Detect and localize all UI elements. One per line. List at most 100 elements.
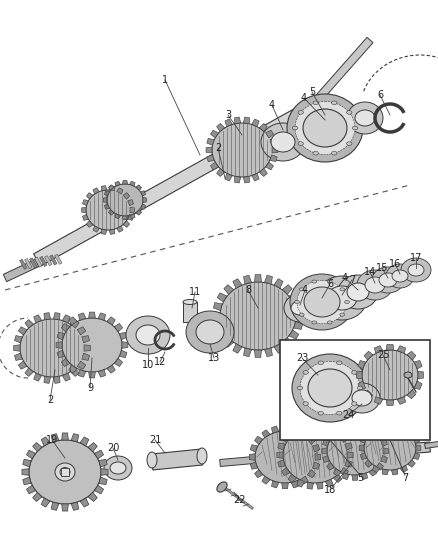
Ellipse shape [340,288,345,291]
Polygon shape [89,372,95,378]
Polygon shape [33,492,42,502]
Polygon shape [315,454,321,461]
Text: 17: 17 [410,253,422,263]
Polygon shape [265,162,273,170]
Polygon shape [327,432,334,439]
Ellipse shape [308,369,352,407]
Polygon shape [62,373,70,381]
Polygon shape [217,293,227,302]
Polygon shape [386,344,394,350]
Ellipse shape [336,361,342,365]
Bar [20,259,27,269]
Polygon shape [400,465,408,473]
Ellipse shape [355,110,375,126]
Ellipse shape [318,411,323,415]
Polygon shape [224,285,233,294]
Polygon shape [224,337,233,348]
Ellipse shape [271,132,295,152]
Ellipse shape [292,354,368,422]
Ellipse shape [60,467,70,477]
Polygon shape [381,440,387,447]
Polygon shape [272,147,278,153]
Polygon shape [220,456,265,466]
Polygon shape [323,440,329,447]
Polygon shape [334,427,342,436]
Polygon shape [99,459,107,467]
Polygon shape [265,348,272,357]
Ellipse shape [345,301,350,304]
Polygon shape [89,312,95,318]
Polygon shape [374,346,383,353]
Polygon shape [141,191,145,196]
Polygon shape [297,423,304,431]
Polygon shape [278,460,285,467]
Polygon shape [392,421,398,427]
Bar [39,256,47,266]
Polygon shape [109,185,115,191]
Polygon shape [109,229,115,235]
Polygon shape [345,443,352,450]
Polygon shape [86,192,93,199]
Ellipse shape [347,283,369,301]
Ellipse shape [352,390,372,406]
Polygon shape [211,130,219,138]
Polygon shape [254,436,263,445]
Polygon shape [80,437,89,446]
Ellipse shape [365,277,385,293]
Polygon shape [33,442,42,451]
Ellipse shape [327,427,383,475]
Polygon shape [213,303,222,311]
Polygon shape [95,450,104,459]
Text: 18: 18 [324,485,336,495]
Text: 7: 7 [402,473,408,483]
Polygon shape [291,426,299,433]
Polygon shape [296,312,304,319]
Polygon shape [288,474,297,482]
Polygon shape [361,473,367,480]
Polygon shape [107,365,115,373]
Polygon shape [272,481,279,488]
Text: 4: 4 [342,273,348,283]
Polygon shape [418,371,424,379]
Ellipse shape [372,267,404,293]
Ellipse shape [312,280,317,283]
Polygon shape [101,229,107,235]
Polygon shape [234,117,241,124]
Polygon shape [14,345,20,351]
Polygon shape [123,192,130,199]
Text: 2: 2 [215,143,221,153]
Polygon shape [78,370,86,377]
Polygon shape [372,465,380,473]
Polygon shape [361,422,367,429]
Polygon shape [365,429,372,437]
Ellipse shape [212,123,272,177]
Polygon shape [86,221,93,227]
Polygon shape [95,485,104,494]
Ellipse shape [292,126,298,130]
Polygon shape [340,434,349,442]
Polygon shape [382,469,389,475]
Polygon shape [313,462,320,469]
Ellipse shape [255,431,315,483]
Polygon shape [254,350,261,358]
Ellipse shape [86,190,130,230]
Polygon shape [26,450,35,459]
Polygon shape [82,200,88,206]
Polygon shape [103,198,107,203]
Polygon shape [265,275,272,284]
Polygon shape [99,477,107,484]
Text: 23: 23 [296,353,308,363]
Text: 11: 11 [189,287,201,297]
Polygon shape [88,492,97,502]
Polygon shape [250,445,258,452]
Text: 16: 16 [389,259,401,269]
Ellipse shape [313,101,318,104]
Polygon shape [18,361,27,369]
Ellipse shape [298,111,304,114]
Text: 6: 6 [327,279,333,289]
Text: 4: 4 [302,285,308,295]
Polygon shape [88,442,97,451]
Ellipse shape [347,102,383,134]
Polygon shape [130,207,134,213]
Polygon shape [217,330,227,339]
